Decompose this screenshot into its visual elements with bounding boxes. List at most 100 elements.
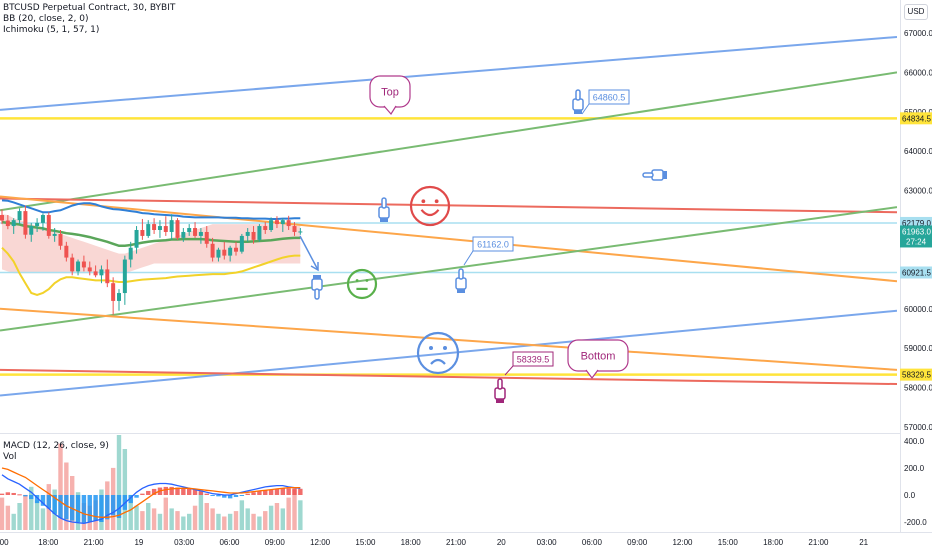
volume-bar[interactable] [181, 516, 186, 531]
candle-body[interactable] [40, 215, 45, 223]
volume-bar[interactable] [11, 513, 16, 530]
price-callout-mid[interactable]: 61162.0 [472, 236, 514, 252]
volume-bar[interactable] [5, 505, 11, 530]
macd-histogram-bar[interactable] [46, 495, 51, 509]
hand-pointer-icon[interactable] [494, 378, 506, 403]
macd-histogram-bar[interactable] [140, 493, 145, 495]
macd-histogram-bar[interactable] [210, 495, 215, 496]
macd-histogram-bar[interactable] [280, 488, 285, 495]
macd-histogram-bar[interactable] [11, 492, 16, 495]
macd-histogram-bar[interactable] [233, 495, 239, 498]
volume-bar[interactable] [210, 508, 215, 530]
candle-body[interactable] [11, 220, 16, 227]
macd-histogram-bar[interactable] [181, 488, 186, 495]
candle-body[interactable] [157, 226, 162, 230]
candle-body[interactable] [29, 226, 34, 235]
macd-histogram-bar[interactable] [151, 488, 157, 495]
macd-histogram-bar[interactable] [298, 488, 303, 495]
candle-body[interactable] [0, 215, 4, 221]
candle-body[interactable] [169, 220, 174, 232]
macd-indicator-label[interactable]: MACD (12, 26, close, 9) [3, 441, 109, 451]
volume-bar[interactable] [146, 503, 151, 530]
macd-histogram-bar[interactable] [64, 495, 69, 520]
volume-bar[interactable] [227, 513, 233, 530]
bb-upper-line[interactable] [1, 199, 301, 220]
macd-histogram-bar[interactable] [29, 495, 34, 500]
candle-body[interactable] [58, 233, 63, 246]
macd-histogram-bar[interactable] [0, 493, 5, 495]
candle-body[interactable] [181, 231, 186, 238]
macd-histogram-bar[interactable] [110, 495, 116, 516]
bb-indicator-label[interactable]: BB (20, close, 2, 0) [3, 14, 89, 24]
macd-axis[interactable]: 400.0 200.0 0.0 -200.0 [904, 437, 927, 527]
volume-bar[interactable] [268, 505, 274, 530]
candle-body[interactable] [175, 220, 180, 238]
hand-pointer-icon[interactable] [311, 275, 323, 300]
main-plot[interactable] [0, 35, 897, 397]
volume-bar[interactable] [251, 513, 256, 530]
macd-histogram-bar[interactable] [222, 495, 227, 498]
volume-bar[interactable] [122, 449, 128, 530]
hand-pointer-icon[interactable] [378, 197, 390, 222]
candle-body[interactable] [134, 230, 139, 248]
volume-bar[interactable] [128, 494, 133, 530]
candle-body[interactable] [76, 261, 81, 272]
candle-body[interactable] [52, 233, 57, 236]
macd-histogram-bar[interactable] [292, 488, 297, 495]
candle-body[interactable] [251, 231, 256, 240]
macd-histogram-bar[interactable] [286, 488, 291, 495]
bb-lower-line[interactable] [1, 246, 301, 297]
macd-histogram-bar[interactable] [204, 493, 209, 495]
badge-yellow-low[interactable]: 58329.5 [900, 368, 932, 381]
volume-bar[interactable] [23, 494, 28, 530]
candle-body[interactable] [122, 259, 127, 294]
hand-pointer-icon[interactable] [642, 169, 667, 181]
macd-histogram-bar[interactable] [257, 490, 262, 495]
macd-signal-line[interactable] [1, 467, 301, 518]
macd-histogram-bar[interactable] [239, 495, 245, 496]
candle-body[interactable] [117, 293, 121, 301]
candle-body[interactable] [274, 220, 279, 225]
volume-bar[interactable] [40, 508, 46, 530]
candle-body[interactable] [234, 247, 238, 252]
macd-histogram-bar[interactable] [198, 490, 204, 495]
macd-histogram-bar[interactable] [58, 495, 63, 518]
volume-bar[interactable] [298, 500, 303, 530]
candle-body[interactable] [222, 249, 227, 256]
candle-body[interactable] [257, 226, 262, 240]
hand-pointer-icon[interactable] [455, 268, 467, 293]
volume-bar[interactable] [187, 513, 192, 530]
macd-histogram-bar[interactable] [263, 490, 268, 495]
candle-body[interactable] [280, 220, 285, 225]
bottom-bubble[interactable]: Bottom [567, 339, 629, 379]
green-lower-trendline[interactable] [0, 206, 897, 332]
volume-bar[interactable] [58, 443, 63, 530]
macd-histogram-bar[interactable] [23, 495, 28, 497]
volume-bar[interactable] [204, 503, 209, 530]
candle-body[interactable] [64, 245, 69, 258]
volume-bar[interactable] [216, 513, 221, 530]
macd-histogram-bar[interactable] [87, 495, 92, 522]
macd-histogram-bar[interactable] [93, 495, 98, 521]
candle-body[interactable] [216, 249, 221, 258]
macd-histogram-bar[interactable] [268, 489, 274, 495]
price-callout-low[interactable]: 58339.5 [512, 351, 554, 367]
candle-body[interactable] [87, 267, 92, 272]
candle-body[interactable] [292, 226, 297, 232]
orange-upper-trendline[interactable] [0, 195, 897, 283]
macd-histogram-bar[interactable] [245, 493, 250, 495]
candle-body[interactable] [17, 211, 22, 221]
candle-body[interactable] [140, 230, 145, 236]
volume-indicator-label[interactable]: Vol [3, 452, 17, 462]
macd-histogram-bar[interactable] [17, 494, 22, 496]
currency-button[interactable]: USD [904, 4, 928, 20]
macd-histogram-bar[interactable] [251, 492, 256, 495]
macd-histogram-bar[interactable] [146, 490, 151, 495]
blue-lower-trendline[interactable] [0, 309, 897, 397]
happy-face-icon[interactable] [409, 185, 451, 227]
macd-histogram-bar[interactable] [216, 495, 221, 497]
macd-histogram-bar[interactable] [105, 495, 110, 520]
macd-histogram-bar[interactable] [81, 495, 87, 524]
blue-upper-trendline[interactable] [0, 35, 897, 111]
